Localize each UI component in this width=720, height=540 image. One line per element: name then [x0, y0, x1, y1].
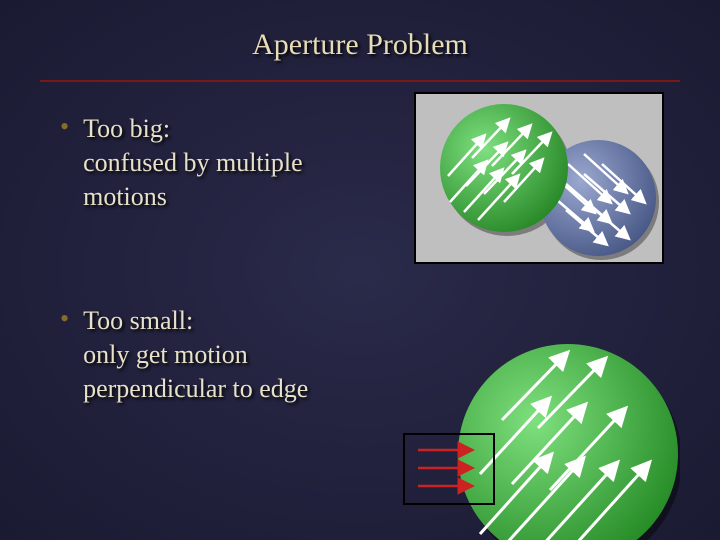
figure-too-small-svg [400, 334, 680, 540]
bullet-1-rest: confused by multiple motions [83, 148, 303, 211]
bullet-1-lead: Too big: [83, 114, 170, 143]
figure-too-small [400, 334, 680, 540]
content-area: • Too big: confused by multiple motions … [0, 82, 720, 406]
bullet-2-text: Too small: only get motion perpendicular… [83, 304, 383, 406]
bullet-1-text: Too big: confused by multiple motions [83, 112, 383, 214]
bullet-2-lead: Too small: [83, 306, 193, 335]
figure-too-big [414, 92, 664, 264]
bullet-2-rest: only get motion perpendicular to edge [83, 340, 308, 403]
slide-title: Aperture Problem [0, 0, 720, 62]
bullet-dot-icon: • [60, 114, 69, 140]
figure-too-big-svg [416, 94, 666, 266]
bullet-dot-icon: • [60, 306, 69, 332]
